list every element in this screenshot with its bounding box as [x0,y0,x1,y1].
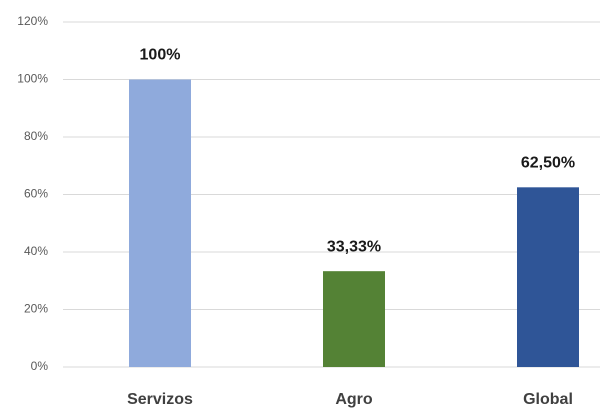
y-tick-label: 60% [24,187,48,201]
x-tick-label: Agro [335,391,373,408]
y-tick-label: 20% [24,302,48,316]
x-tick-label: Global [523,391,573,408]
y-tick-label: 0% [31,359,49,373]
y-tick-label: 120% [17,14,48,28]
y-tick-label: 80% [24,129,48,143]
bar [129,79,191,367]
x-tick-label: Servizos [127,391,193,408]
bar [517,187,579,367]
data-label: 62,50% [521,155,575,172]
data-label: 33,33% [327,238,381,255]
y-tick-label: 100% [17,72,48,86]
bar [323,271,385,367]
y-tick-label: 40% [24,244,48,258]
data-label: 100% [140,47,181,64]
